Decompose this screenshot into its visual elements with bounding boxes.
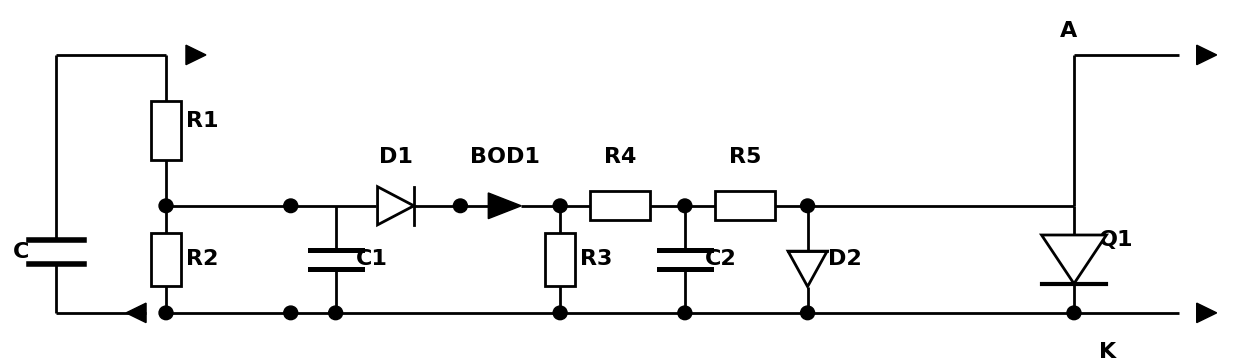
Circle shape	[159, 306, 173, 320]
Circle shape	[328, 306, 343, 320]
Circle shape	[159, 199, 173, 213]
Bar	[590, 191, 650, 220]
Text: BOD1: BOD1	[471, 147, 540, 167]
Text: R4: R4	[603, 147, 636, 167]
Text: R2: R2	[186, 249, 218, 269]
Polygon shape	[488, 193, 522, 219]
Circle shape	[678, 199, 691, 213]
Bar	[715, 191, 774, 220]
Text: Q1: Q1	[1099, 230, 1134, 250]
Circle shape	[284, 199, 297, 213]
Text: R5: R5	[729, 147, 761, 167]
Text: C2: C2	[705, 249, 736, 269]
Text: R3: R3	[580, 249, 612, 269]
Bar	[151, 233, 181, 286]
Polygon shape	[186, 45, 206, 65]
Text: C: C	[14, 242, 30, 262]
Text: R1: R1	[186, 111, 218, 131]
Text: C1: C1	[356, 249, 388, 269]
Polygon shape	[1197, 45, 1217, 65]
Circle shape	[678, 306, 691, 320]
Polygon shape	[1197, 303, 1217, 323]
Bar	[545, 233, 575, 286]
Circle shape	[1067, 306, 1080, 320]
Text: D2: D2	[828, 249, 861, 269]
Circle shape	[800, 199, 814, 213]
Bar	[151, 101, 181, 159]
Text: A: A	[1061, 21, 1078, 41]
Text: D1: D1	[379, 147, 413, 167]
Polygon shape	[788, 251, 828, 286]
Circle shape	[800, 306, 814, 320]
Text: K: K	[1099, 342, 1116, 362]
Polygon shape	[1042, 235, 1106, 284]
Polygon shape	[378, 187, 414, 225]
Circle shape	[453, 199, 467, 213]
Circle shape	[553, 199, 567, 213]
Polygon shape	[126, 303, 146, 323]
Circle shape	[284, 306, 297, 320]
Circle shape	[553, 306, 567, 320]
